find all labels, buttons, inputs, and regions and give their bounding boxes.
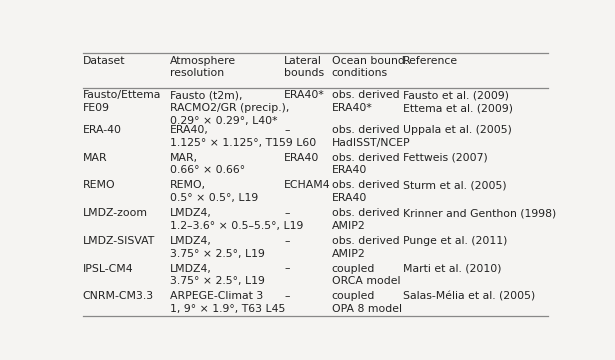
Text: obs. derived
AMIP2: obs. derived AMIP2: [332, 208, 400, 231]
Text: Sturm et al. (2005): Sturm et al. (2005): [403, 180, 507, 190]
Text: coupled
OPA 8 model: coupled OPA 8 model: [332, 291, 402, 314]
Text: obs. derived
AMIP2: obs. derived AMIP2: [332, 236, 400, 258]
Text: Marti et al. (2010): Marti et al. (2010): [403, 264, 502, 274]
Text: ERA40,
1.125° × 1.125°, T159 L60: ERA40, 1.125° × 1.125°, T159 L60: [170, 125, 316, 148]
Text: MAR: MAR: [82, 153, 107, 163]
Text: obs. derived
HadISST/NCEP: obs. derived HadISST/NCEP: [332, 125, 410, 148]
Text: ERA40*: ERA40*: [284, 90, 325, 100]
Text: Fettweis (2007): Fettweis (2007): [403, 153, 488, 163]
Text: Atmosphere
resolution: Atmosphere resolution: [170, 56, 236, 78]
Text: Fausto (t2m),
RACMO2/GR (precip.),
0.29° × 0.29°, L40*: Fausto (t2m), RACMO2/GR (precip.), 0.29°…: [170, 90, 289, 126]
Text: –: –: [284, 264, 290, 274]
Text: coupled
ORCA model: coupled ORCA model: [332, 264, 400, 286]
Text: REMO,
0.5° × 0.5°, L19: REMO, 0.5° × 0.5°, L19: [170, 180, 258, 203]
Text: Ocean bound.
conditions: Ocean bound. conditions: [332, 56, 408, 78]
Text: –: –: [284, 236, 290, 246]
Text: Dataset: Dataset: [82, 56, 125, 66]
Text: ARPEGE-Climat 3
1, 9° × 1.9°, T63 L45: ARPEGE-Climat 3 1, 9° × 1.9°, T63 L45: [170, 291, 285, 314]
Text: –: –: [284, 125, 290, 135]
Text: obs. derived
ERA40: obs. derived ERA40: [332, 153, 400, 175]
Text: LMDZ4,
1.2–3.6° × 0.5–5.5°, L19: LMDZ4, 1.2–3.6° × 0.5–5.5°, L19: [170, 208, 303, 231]
Text: Salas-Mélia et al. (2005): Salas-Mélia et al. (2005): [403, 291, 536, 301]
Text: LMDZ-zoom: LMDZ-zoom: [82, 208, 148, 218]
Text: LMDZ4,
3.75° × 2.5°, L19: LMDZ4, 3.75° × 2.5°, L19: [170, 236, 264, 258]
Text: Fausto/Ettema
FE09: Fausto/Ettema FE09: [82, 90, 161, 113]
Text: Punge et al. (2011): Punge et al. (2011): [403, 236, 508, 246]
Text: LMDZ4,
3.75° × 2.5°, L19: LMDZ4, 3.75° × 2.5°, L19: [170, 264, 264, 286]
Text: ERA40: ERA40: [284, 153, 320, 163]
Text: ECHAM4: ECHAM4: [284, 180, 331, 190]
Text: Uppala et al. (2005): Uppala et al. (2005): [403, 125, 512, 135]
Text: REMO: REMO: [82, 180, 115, 190]
Text: IPSL-CM4: IPSL-CM4: [82, 264, 133, 274]
Text: ERA-40: ERA-40: [82, 125, 122, 135]
Text: obs. derived
ERA40: obs. derived ERA40: [332, 180, 400, 203]
Text: Fausto et al. (2009)
Ettema et al. (2009): Fausto et al. (2009) Ettema et al. (2009…: [403, 90, 514, 113]
Text: LMDZ-SISVAT: LMDZ-SISVAT: [82, 236, 155, 246]
Text: CNRM-CM3.3: CNRM-CM3.3: [82, 291, 154, 301]
Text: MAR,
0.66° × 0.66°: MAR, 0.66° × 0.66°: [170, 153, 245, 175]
Text: Krinner and Genthon (1998): Krinner and Genthon (1998): [403, 208, 557, 218]
Text: –: –: [284, 291, 290, 301]
Text: Reference: Reference: [403, 56, 459, 66]
Text: obs. derived
ERA40*: obs. derived ERA40*: [332, 90, 400, 113]
Text: Lateral
bounds: Lateral bounds: [284, 56, 324, 78]
Text: –: –: [284, 208, 290, 218]
